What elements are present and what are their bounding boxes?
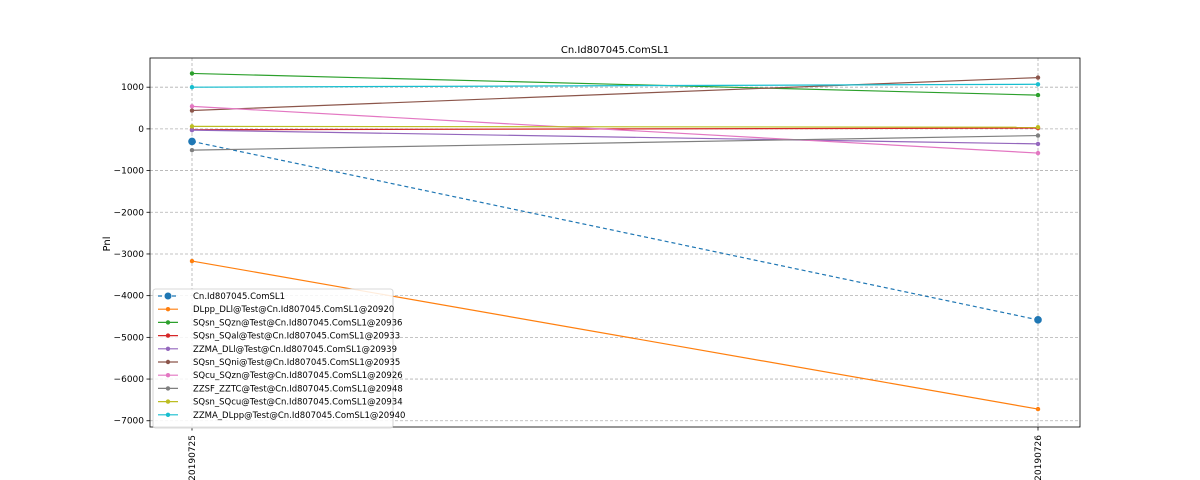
y-tick-label: 0	[138, 125, 144, 135]
legend-item: SQsn_SQcu@Test@Cn.Id807045.ComSL1@20934	[158, 398, 403, 408]
data-point	[1035, 133, 1041, 138]
legend-box	[152, 288, 394, 429]
data-point	[1035, 150, 1041, 156]
legend-label: SQsn_SQal@Test@Cn.Id807045.ComSL1@20933	[193, 332, 400, 342]
data-point	[189, 147, 195, 153]
series-0	[188, 137, 1042, 324]
series-6	[189, 104, 1041, 156]
data-point	[189, 258, 195, 264]
legend-swatch-marker	[165, 373, 171, 378]
legend-item: SQcu_SQzn@Test@Cn.Id807045.ComSL1@20926	[158, 371, 403, 381]
legend-item: DLpp_DLl@Test@Cn.Id807045.ComSL1@20920	[158, 305, 394, 315]
legend-label: SQsn_SQni@Test@Cn.Id807045.ComSL1@20935	[193, 358, 400, 368]
data-point	[189, 104, 195, 109]
chart-title: Cn.Id807045.ComSL1	[561, 45, 669, 56]
series-4	[189, 127, 1041, 147]
data-point	[188, 137, 196, 146]
legend-swatch-marker	[165, 333, 171, 338]
data-point	[1035, 141, 1041, 147]
y-tick-label: 1000	[121, 83, 144, 93]
series-5	[189, 75, 1041, 113]
y-tick-label: −2000	[114, 208, 145, 218]
legend-swatch-marker	[165, 359, 171, 365]
data-point	[1035, 406, 1041, 412]
series-line	[191, 129, 1039, 145]
legend: Cn.Id807045.ComSL1 DLpp_DLl@Test@Cn.Id807…	[152, 288, 405, 429]
series-line	[191, 127, 1039, 131]
x-tick-label: 20190725	[188, 435, 198, 480]
y-tick-label: −4000	[114, 292, 145, 302]
legend-item: SQsn_SQni@Test@Cn.Id807045.ComSL1@20935	[158, 358, 400, 368]
legend-label: SQcu_SQzn@Test@Cn.Id807045.ComSL1@20926	[193, 371, 403, 381]
data-point	[189, 124, 195, 129]
y-tick-label: −3000	[114, 250, 145, 260]
y-tick-label: −1000	[114, 167, 145, 177]
data-point	[1035, 82, 1041, 87]
data-point	[1035, 125, 1041, 130]
series-line	[191, 134, 1039, 151]
legend-item: ZZMA_DLl@Test@Cn.Id807045.ComSL1@20939	[158, 345, 397, 355]
y-tick-label: −5000	[114, 333, 145, 343]
series-line	[191, 125, 1039, 128]
data-point	[189, 84, 195, 90]
series-8	[189, 124, 1041, 130]
plot-area-frame	[149, 57, 1081, 428]
legend-item: SQsn_SQzn@Test@Cn.Id807045.ComSL1@20936	[158, 318, 402, 328]
series-line	[191, 72, 1039, 96]
series-line	[191, 76, 1039, 112]
legend-label: SQsn_SQzn@Test@Cn.Id807045.ComSL1@20936	[193, 318, 402, 328]
data-point	[189, 108, 195, 113]
axis-ticks: 1000 0 −1000 −2000 −3000 −4000 −5000 −6000 −7000…	[114, 83, 1044, 480]
data-point	[1034, 316, 1042, 324]
series-line	[191, 260, 1039, 410]
series-7	[189, 133, 1041, 153]
legend-item: Cn.Id807045.ComSL1	[158, 292, 285, 302]
legend-label: Cn.Id807045.ComSL1	[193, 292, 285, 302]
legend-swatch-marker	[165, 320, 171, 325]
legend-label: SQsn_SQcu@Test@Cn.Id807045.ComSL1@20934	[193, 398, 403, 408]
legend-swatch-marker	[165, 399, 171, 404]
series-2	[189, 71, 1041, 98]
legend-label: ZZMA_DLl@Test@Cn.Id807045.ComSL1@20939	[193, 345, 397, 355]
legend-swatch-marker	[165, 412, 171, 417]
legend-swatch-marker	[165, 346, 171, 351]
data-point	[189, 71, 195, 76]
legend-swatch-marker	[164, 292, 172, 300]
legend-swatch-marker	[165, 307, 171, 312]
y-tick-label: −7000	[114, 417, 145, 427]
legend-label: ZZSF_ZZTC@Test@Cn.Id807045.ComSL1@20948	[193, 384, 403, 394]
y-axis-label: Pnl	[102, 237, 113, 252]
legend-item: SQsn_SQal@Test@Cn.Id807045.ComSL1@20933	[158, 332, 400, 342]
legend-label: ZZMA_DLpp@Test@Cn.Id807045.ComSL1@20940	[193, 411, 405, 421]
series-line	[191, 105, 1039, 154]
data-point	[189, 127, 195, 133]
x-tick-label: 20190726	[1034, 435, 1044, 480]
y-tick-label: −6000	[114, 375, 145, 385]
legend-item: ZZSF_ZZTC@Test@Cn.Id807045.ComSL1@20948	[158, 384, 403, 394]
legend-label: DLpp_DLl@Test@Cn.Id807045.ComSL1@20920	[193, 305, 394, 315]
series-1	[189, 258, 1041, 412]
legend-swatch-marker	[165, 386, 171, 391]
data-point	[1035, 75, 1041, 80]
series-line	[191, 83, 1039, 88]
series-lines	[188, 71, 1042, 412]
data-point	[1035, 92, 1041, 98]
series-9	[189, 82, 1041, 90]
legend-item: ZZMA_DLpp@Test@Cn.Id807045.ComSL1@20940	[158, 411, 405, 421]
